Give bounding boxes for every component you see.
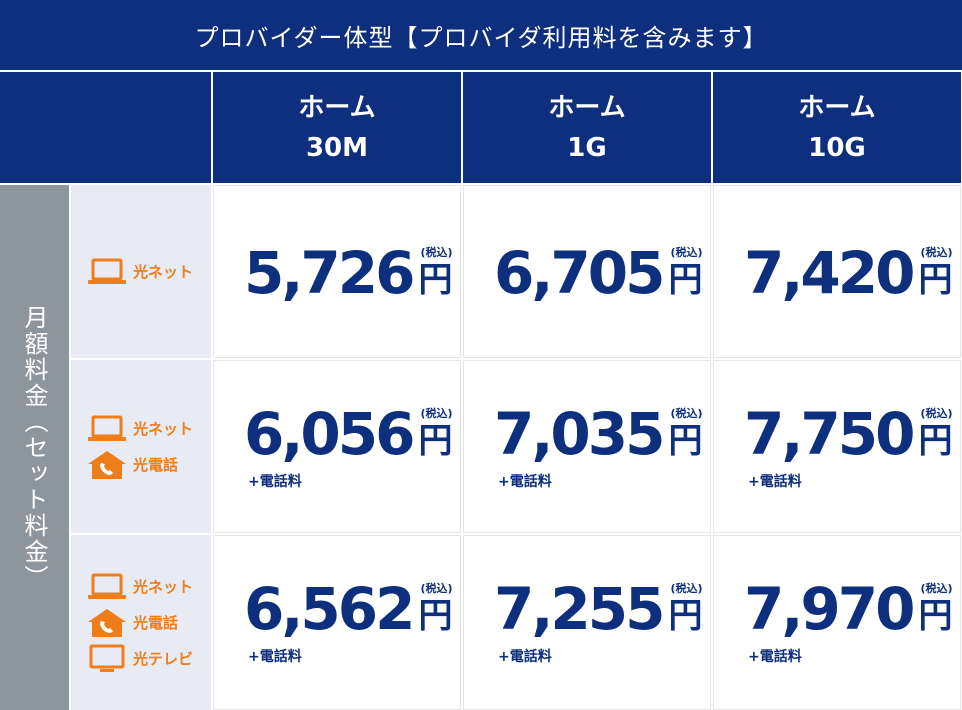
service-net: 光ネット <box>87 414 211 444</box>
plan-speed: 10G <box>808 132 866 163</box>
service-cell-net-phone: 光ネット 光電話 <box>71 360 211 533</box>
service-net: 光ネット <box>87 572 211 602</box>
price-amount: 6,705 <box>494 239 665 307</box>
service-label: 光ネット <box>133 263 194 281</box>
phone-fee-note: +電話料 <box>248 474 302 490</box>
service-label: 光電話 <box>133 614 179 632</box>
price-amount: 7,750 <box>744 400 915 468</box>
monthly-fee-label: 月額料金（セット料金） <box>0 185 69 710</box>
laptop-icon <box>88 415 126 441</box>
yen-unit: 円 <box>418 596 453 636</box>
price: 7,035 (税込) 円 <box>494 405 708 463</box>
price-amount: 7,970 <box>744 575 915 643</box>
house-phone-icon <box>88 450 126 479</box>
price-cell: 5,726 (税込) 円 <box>213 185 461 358</box>
yen-unit: 円 <box>668 596 703 636</box>
tv-icon <box>89 644 125 672</box>
house-phone-icon <box>88 608 126 637</box>
price-cell: 7,970 (税込) 円 +電話料 <box>713 535 961 710</box>
plan-header-row: ホーム 30M ホーム 1G ホーム 10G <box>0 72 962 183</box>
laptop-icon <box>88 258 126 284</box>
yen-unit: 円 <box>668 260 703 300</box>
yen-unit: 円 <box>918 421 953 461</box>
price-cell: 7,750 (税込) 円 +電話料 <box>713 360 961 533</box>
price: 7,420 (税込) 円 <box>744 244 958 302</box>
yen-unit: 円 <box>918 596 953 636</box>
plan-name: ホーム <box>798 92 876 123</box>
price: 6,562 (税込) 円 <box>244 580 458 638</box>
service-phone: 光電話 <box>87 450 211 480</box>
price-amount: 7,035 <box>494 400 665 468</box>
service-label: 光ネット <box>133 420 194 438</box>
price-cell: 7,420 (税込) 円 <box>713 185 961 358</box>
service-label: 光ネット <box>133 578 194 596</box>
phone-fee-note: +電話料 <box>498 649 552 665</box>
tax-label: (税込) <box>920 407 953 420</box>
price-amount: 7,255 <box>494 575 665 643</box>
plan-name: ホーム <box>298 92 376 123</box>
plan-name: ホーム <box>548 92 626 123</box>
price: 7,970 (税込) 円 <box>744 580 958 638</box>
yen-unit: 円 <box>418 421 453 461</box>
plan-header-home-1g: ホーム 1G <box>463 72 711 183</box>
tax-label: (税込) <box>420 407 453 420</box>
plan-header-home-10g: ホーム 10G <box>713 72 961 183</box>
tax-label: (税込) <box>670 246 703 259</box>
phone-fee-note: +電話料 <box>748 649 802 665</box>
price-cell: 6,056 (税込) 円 +電話料 <box>213 360 461 533</box>
tax-label: (税込) <box>420 246 453 259</box>
plan-speed: 1G <box>567 132 607 163</box>
service-net: 光ネット <box>87 257 211 287</box>
yen-unit: 円 <box>418 260 453 300</box>
price-cell: 7,255 (税込) 円 +電話料 <box>463 535 711 710</box>
yen-unit: 円 <box>918 260 953 300</box>
price: 6,705 (税込) 円 <box>494 244 708 302</box>
price: 6,056 (税込) 円 <box>244 405 458 463</box>
price: 5,726 (税込) 円 <box>244 244 458 302</box>
tax-label: (税込) <box>920 582 953 595</box>
price-amount: 6,562 <box>244 575 415 643</box>
tax-label: (税込) <box>420 582 453 595</box>
price-cell: 6,562 (税込) 円 +電話料 <box>213 535 461 710</box>
service-cell-net-phone-tv: 光ネット 光電話 光テレビ <box>71 535 211 710</box>
table-title: プロバイダー体型【プロバイダ利用料を含みます】 <box>0 0 962 70</box>
phone-fee-note: +電話料 <box>248 649 302 665</box>
laptop-icon <box>88 573 126 599</box>
yen-unit: 円 <box>668 421 703 461</box>
price-amount: 7,420 <box>744 239 915 307</box>
service-label: 光電話 <box>133 456 179 474</box>
service-label: 光テレビ <box>133 650 194 668</box>
price-amount: 6,056 <box>244 400 415 468</box>
price-amount: 5,726 <box>244 239 415 307</box>
price-cell: 7,035 (税込) 円 +電話料 <box>463 360 711 533</box>
price: 7,255 (税込) 円 <box>494 580 708 638</box>
tax-label: (税込) <box>920 246 953 259</box>
tax-label: (税込) <box>670 407 703 420</box>
service-cell-net: 光ネット <box>71 185 211 358</box>
plan-speed: 30M <box>305 132 369 163</box>
service-tv: 光テレビ <box>87 644 211 674</box>
phone-fee-note: +電話料 <box>498 474 552 490</box>
header-blank-cell <box>0 72 211 183</box>
service-phone: 光電話 <box>87 608 211 638</box>
phone-fee-note: +電話料 <box>748 474 802 490</box>
price-cell: 6,705 (税込) 円 <box>463 185 711 358</box>
tax-label: (税込) <box>670 582 703 595</box>
price: 7,750 (税込) 円 <box>744 405 958 463</box>
plan-header-home-30m: ホーム 30M <box>213 72 461 183</box>
